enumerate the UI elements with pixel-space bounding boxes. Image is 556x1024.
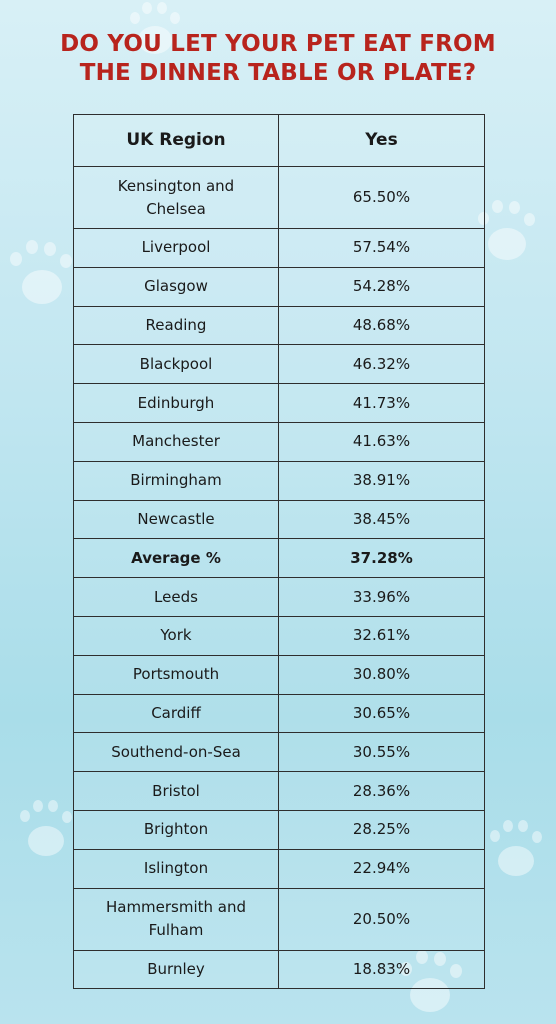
table-row: Manchester 41.63% [73,421,485,462]
value-cell: 41.63% [278,421,485,462]
page-title: DO YOU LET YOUR PET EAT FROM THE DINNER … [0,30,556,88]
table-row: Leeds 33.96% [73,577,485,617]
table-row: Hammersmith and Fulham 20.50% [73,887,485,951]
table-row: Brighton 28.25% [73,809,485,850]
value-cell: 22.94% [278,848,485,889]
region-cell: Leeds [73,577,279,617]
value-cell: 28.25% [278,809,485,850]
value-cell: 54.28% [278,266,485,307]
region-table: UK Region Yes Kensington and Chelsea 65.… [73,114,485,990]
region-cell: York [73,615,279,656]
value-cell: 32.61% [278,615,485,656]
average-row: Average % 37.28% [73,538,485,579]
value-cell: 28.36% [278,771,485,811]
table-row: Bristol 28.36% [73,771,485,811]
table-row: Kensington and Chelsea 65.50% [73,166,485,229]
region-cell: Edinburgh [73,383,279,423]
region-cell: Portsmouth [73,654,279,695]
value-cell: 18.83% [278,949,485,990]
table-row: Birmingham 38.91% [73,460,485,501]
value-cell: 41.73% [278,383,485,423]
region-cell: Southend-on-Sea [73,732,279,773]
table-row: Glasgow 54.28% [73,266,485,307]
table-row: Burnley 18.83% [73,949,485,990]
region-cell: Burnley [73,949,279,990]
table-row: Cardiff 30.65% [73,693,485,734]
value-cell: 30.55% [278,732,485,773]
table-row: Islington 22.94% [73,848,485,889]
value-cell: 57.54% [278,228,485,268]
table-row: Reading 48.68% [73,305,485,346]
table-row: York 32.61% [73,615,485,656]
region-cell: Glasgow [73,266,279,307]
title-line-2: THE DINNER TABLE OR PLATE? [79,60,477,86]
value-cell: 37.28% [278,538,485,579]
region-cell: Average % [73,538,279,579]
value-cell: 38.45% [278,499,485,540]
region-cell: Liverpool [73,228,279,268]
region-cell: Reading [73,305,279,346]
column-header-region: UK Region [73,114,279,167]
region-cell: Manchester [73,421,279,462]
table-row: Southend-on-Sea 30.55% [73,732,485,773]
region-cell: Cardiff [73,693,279,734]
column-header-yes: Yes [278,114,485,167]
value-cell: 20.50% [278,887,485,951]
region-cell: Brighton [73,809,279,850]
table-row: Blackpool 46.32% [73,344,485,385]
title-line-1: DO YOU LET YOUR PET EAT FROM [60,31,496,57]
table-row: Newcastle 38.45% [73,499,485,540]
region-cell: Kensington and Chelsea [73,166,279,229]
value-cell: 46.32% [278,344,485,385]
value-cell: 33.96% [278,577,485,617]
region-cell: Bristol [73,771,279,811]
value-cell: 30.65% [278,693,485,734]
table-header-row: UK Region Yes [73,114,485,167]
value-cell: 30.80% [278,654,485,695]
region-cell: Newcastle [73,499,279,540]
region-cell: Blackpool [73,344,279,385]
region-cell: Birmingham [73,460,279,501]
value-cell: 38.91% [278,460,485,501]
table-row: Edinburgh 41.73% [73,383,485,423]
value-cell: 48.68% [278,305,485,346]
table-row: Portsmouth 30.80% [73,654,485,695]
value-cell: 65.50% [278,166,485,229]
table-row: Liverpool 57.54% [73,228,485,268]
region-cell: Islington [73,848,279,889]
region-cell: Hammersmith and Fulham [73,887,279,951]
